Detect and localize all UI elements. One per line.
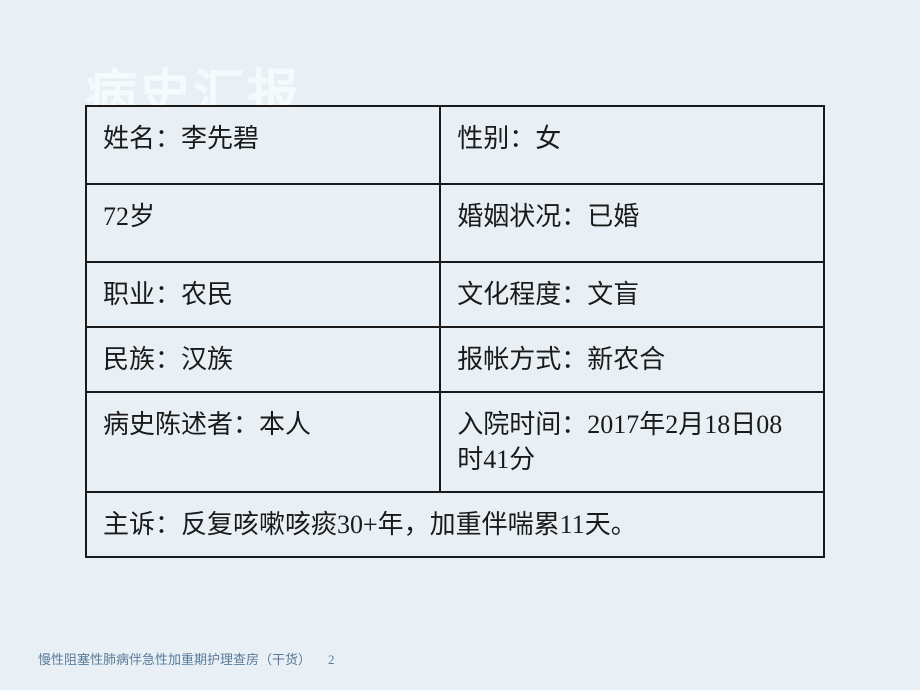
table-row: 72岁 婚姻状况：已婚 xyxy=(86,184,824,262)
ethnicity-value: 汉族 xyxy=(181,345,233,374)
name-label: 姓名： xyxy=(103,124,181,153)
cell-payment: 报帐方式：新农合 xyxy=(440,327,824,392)
table-row: 民族：汉族 报帐方式：新农合 xyxy=(86,327,824,392)
occupation-label: 职业： xyxy=(103,280,181,309)
cell-marital: 婚姻状况：已婚 xyxy=(440,184,824,262)
cell-occupation: 职业：农民 xyxy=(86,262,440,327)
gender-label: 性别： xyxy=(457,124,535,153)
education-value: 文盲 xyxy=(587,280,639,309)
table-row: 病史陈述者：本人 入院时间：2017年2月18日08时41分 xyxy=(86,392,824,492)
table-row: 职业：农民 文化程度：文盲 xyxy=(86,262,824,327)
patient-table-wrapper: 姓名：李先碧 性别：女 72岁 婚姻状况：已婚 职业：农民 文化程度：文盲 民族… xyxy=(85,105,825,558)
narrator-value: 本人 xyxy=(259,410,311,439)
cell-complaint: 主诉：反复咳嗽咳痰30+年，加重伴喘累11天。 xyxy=(86,492,824,557)
table-row: 姓名：李先碧 性别：女 xyxy=(86,106,824,184)
complaint-label: 主诉： xyxy=(103,510,181,539)
cell-name: 姓名：李先碧 xyxy=(86,106,440,184)
cell-education: 文化程度：文盲 xyxy=(440,262,824,327)
ethnicity-label: 民族： xyxy=(103,345,181,374)
footer-text: 慢性阻塞性肺病伴急性加重期护理查房（干货） xyxy=(38,649,311,668)
admission-label: 入院时间： xyxy=(457,410,587,439)
payment-label: 报帐方式： xyxy=(457,345,587,374)
cell-ethnicity: 民族：汉族 xyxy=(86,327,440,392)
page-number: 2 xyxy=(328,652,335,668)
patient-info-table: 姓名：李先碧 性别：女 72岁 婚姻状况：已婚 职业：农民 文化程度：文盲 民族… xyxy=(85,105,825,558)
name-value: 李先碧 xyxy=(181,124,259,153)
cell-narrator: 病史陈述者：本人 xyxy=(86,392,440,492)
education-label: 文化程度： xyxy=(457,280,587,309)
cell-admission: 入院时间：2017年2月18日08时41分 xyxy=(440,392,824,492)
cell-age: 72岁 xyxy=(86,184,440,262)
payment-value: 新农合 xyxy=(587,345,665,374)
marital-value: 已婚 xyxy=(587,202,639,231)
table-row: 主诉：反复咳嗽咳痰30+年，加重伴喘累11天。 xyxy=(86,492,824,557)
occupation-value: 农民 xyxy=(181,280,233,309)
complaint-value: 反复咳嗽咳痰30+年，加重伴喘累11天。 xyxy=(181,510,637,539)
age-value: 72岁 xyxy=(103,202,155,231)
narrator-label: 病史陈述者： xyxy=(103,410,259,439)
gender-value: 女 xyxy=(535,124,561,153)
marital-label: 婚姻状况： xyxy=(457,202,587,231)
cell-gender: 性别：女 xyxy=(440,106,824,184)
